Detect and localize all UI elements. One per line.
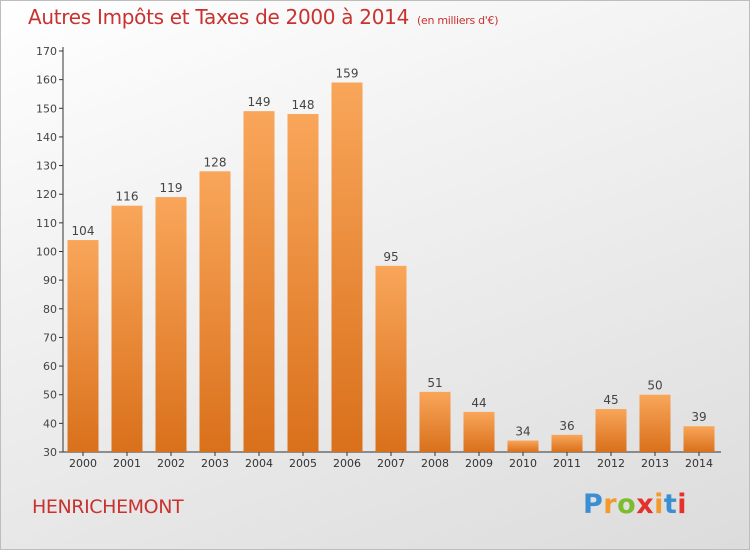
y-tick-label: 150 bbox=[36, 102, 57, 115]
logo-letter: x bbox=[636, 489, 655, 520]
logo-letter: P bbox=[583, 489, 604, 520]
data-label: 34 bbox=[515, 425, 530, 439]
data-label: 149 bbox=[248, 95, 271, 109]
data-label: 128 bbox=[204, 155, 227, 169]
logo-letter: i bbox=[677, 489, 688, 520]
x-tick-label: 2013 bbox=[641, 457, 669, 470]
x-tick-label: 2011 bbox=[553, 457, 581, 470]
bars bbox=[67, 82, 715, 453]
bar bbox=[683, 426, 715, 452]
y-tick-label: 70 bbox=[43, 331, 57, 344]
bar bbox=[199, 171, 231, 453]
bar bbox=[507, 440, 539, 452]
y-tick-label: 80 bbox=[43, 303, 57, 316]
x-tick-label: 2009 bbox=[465, 457, 493, 470]
x-tick-label: 2006 bbox=[333, 457, 361, 470]
bar bbox=[639, 394, 671, 452]
commune-name: HENRICHEMONT bbox=[32, 496, 184, 518]
y-tick-label: 130 bbox=[36, 160, 57, 173]
logo-letter: r bbox=[603, 489, 618, 520]
y-tick-label: 60 bbox=[43, 360, 57, 373]
data-label: 119 bbox=[160, 181, 183, 195]
y-tick-label: 140 bbox=[36, 131, 57, 144]
chart-title: Autres Impôts et Taxes de 2000 à 2014 (en… bbox=[28, 5, 498, 29]
x-tick-label: 2007 bbox=[377, 457, 405, 470]
x-tick-label: 2012 bbox=[597, 457, 625, 470]
bar bbox=[243, 111, 275, 453]
bar bbox=[155, 197, 187, 452]
data-label: 44 bbox=[471, 396, 486, 410]
data-label: 148 bbox=[292, 98, 315, 112]
bar bbox=[331, 82, 363, 452]
bar bbox=[111, 205, 143, 452]
y-tick-label: 160 bbox=[36, 74, 57, 87]
x-tick-label: 2008 bbox=[421, 457, 449, 470]
bar bbox=[419, 391, 451, 452]
data-label: 51 bbox=[427, 376, 442, 390]
y-tick-label: 110 bbox=[36, 217, 57, 230]
data-label: 159 bbox=[336, 67, 359, 81]
x-axis: 2000 2001 2002 2003 2004 2005 2006 2007 2008 2009… bbox=[63, 451, 721, 470]
data-label: 104 bbox=[72, 224, 95, 238]
chart-title-text: Autres Impôts et Taxes de 2000 à 2014 bbox=[28, 5, 409, 29]
bar bbox=[463, 411, 495, 452]
y-axis: 30 40 50 60 70 80 90 100 110 120 130 140 150 160 170 bbox=[36, 45, 64, 459]
x-tick-label: 2001 bbox=[113, 457, 141, 470]
bar bbox=[551, 434, 583, 452]
y-tick-label: 100 bbox=[36, 246, 57, 259]
data-label: 95 bbox=[383, 250, 398, 264]
x-tick-label: 2010 bbox=[509, 457, 537, 470]
data-label: 39 bbox=[691, 410, 706, 424]
x-tick-label: 2002 bbox=[157, 457, 185, 470]
y-tick-label: 120 bbox=[36, 188, 57, 201]
bar bbox=[287, 114, 319, 452]
logo-letter: t bbox=[663, 489, 678, 520]
data-label: 116 bbox=[116, 190, 139, 204]
logo-letter: o bbox=[617, 489, 637, 520]
data-label: 50 bbox=[647, 379, 662, 393]
bar bbox=[595, 409, 627, 452]
chart-subtitle: (en milliers d'€) bbox=[417, 14, 499, 27]
y-tick-label: 40 bbox=[43, 417, 57, 430]
proxiti-logo: Proxiti bbox=[583, 489, 687, 523]
x-tick-label: 2000 bbox=[69, 457, 97, 470]
data-label: 36 bbox=[559, 419, 574, 433]
y-tick-label: 170 bbox=[36, 45, 57, 58]
x-tick-label: 2014 bbox=[685, 457, 713, 470]
y-tick-label: 50 bbox=[43, 389, 57, 402]
x-tick-label: 2004 bbox=[245, 457, 273, 470]
x-tick-label: 2003 bbox=[201, 457, 229, 470]
x-tick-label: 2005 bbox=[289, 457, 317, 470]
y-tick-label: 90 bbox=[43, 274, 57, 287]
y-tick-label: 30 bbox=[43, 446, 57, 459]
data-label: 45 bbox=[603, 393, 618, 407]
data-labels: 104 116 119 128 149 148 159 95 51 44 34 36 45 50 39 bbox=[72, 67, 707, 439]
bar bbox=[375, 265, 407, 452]
bar bbox=[67, 240, 99, 452]
logo-letter: i bbox=[654, 489, 664, 520]
